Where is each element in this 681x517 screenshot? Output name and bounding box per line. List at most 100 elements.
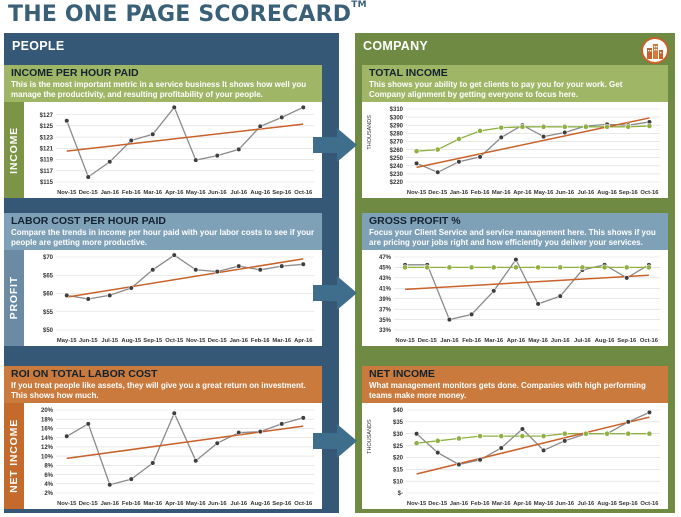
x-tick-label: Sep-16 xyxy=(272,501,292,507)
x-tick-label: Nov-15 xyxy=(407,501,427,507)
y-axis-label: THOUSANDS xyxy=(367,419,373,454)
data-point xyxy=(557,293,563,299)
y-tick-label: $290 xyxy=(390,123,404,129)
y-tick-label: 41% xyxy=(379,286,392,292)
x-tick-label: May-15 xyxy=(57,338,77,344)
x-tick-label: Nov-15 xyxy=(186,338,206,344)
x-tick-label: Jun-16 xyxy=(555,501,574,507)
y-tick-label: $270 xyxy=(390,140,404,146)
data-point xyxy=(171,104,177,110)
data-point xyxy=(446,264,453,271)
x-tick-label: Jul-16 xyxy=(578,190,596,196)
x-tick-label: Dec-15 xyxy=(428,190,448,196)
data-point xyxy=(490,264,497,271)
x-tick-label: Nov-15 xyxy=(407,190,427,196)
x-tick-label: Oct-15 xyxy=(165,338,184,344)
trend-line xyxy=(405,274,649,291)
y-tick-label: $60 xyxy=(43,292,54,298)
data-point xyxy=(413,160,420,166)
y-tick-label: $300 xyxy=(390,115,404,121)
x-tick-label: May-16 xyxy=(528,338,548,344)
data-point xyxy=(85,296,91,302)
x-tick-label: May-16 xyxy=(186,190,206,196)
x-tick-label: Mar-16 xyxy=(484,338,503,344)
x-tick-label: May-16 xyxy=(534,190,554,196)
y-tick-label: 12% xyxy=(41,445,54,451)
trend-line xyxy=(66,258,304,298)
data-point xyxy=(519,426,526,432)
x-tick-label: Jul-16 xyxy=(230,501,248,507)
y-tick-label: $30 xyxy=(393,432,404,438)
data-point xyxy=(625,419,631,425)
data-point xyxy=(477,127,483,134)
series-line xyxy=(416,125,650,152)
y-tick-label: $280 xyxy=(390,132,404,138)
data-point xyxy=(513,257,519,263)
y-tick-label: 33% xyxy=(379,328,392,334)
y-tick-label: $310 xyxy=(390,107,404,113)
y-tick-label: $35 xyxy=(393,420,404,426)
profit-side-label: PROFIT xyxy=(4,250,24,346)
labor-cost-header: LABOR COST PER HOUR PAID Compare the tre… xyxy=(4,213,322,250)
roi-labor-title: ROI ON TOTAL LABOR COST xyxy=(11,368,158,380)
data-point xyxy=(646,264,652,271)
data-point xyxy=(300,415,306,421)
total-income-chart: $220 $230 $240 $250 $260 $270 $280 $290 $300 $310… xyxy=(362,102,668,198)
x-tick-label: Aug-15 xyxy=(121,338,141,344)
data-point xyxy=(279,421,285,427)
x-tick-label: Sep-16 xyxy=(619,501,639,507)
arrow-right-icon xyxy=(313,128,357,162)
data-point xyxy=(646,430,653,437)
y-tick-label: 16% xyxy=(41,427,54,433)
net-income-title: NET INCOME xyxy=(369,368,435,380)
y-tick-label: 39% xyxy=(379,297,392,303)
x-tick-label: Oct-16 xyxy=(294,501,313,507)
x-tick-label: May-16 xyxy=(186,501,206,507)
data-point xyxy=(456,435,462,442)
y-tick-label: 43% xyxy=(379,276,392,282)
y-tick-label: 18% xyxy=(41,417,54,423)
x-tick-label: Dec-15 xyxy=(208,338,228,344)
total-income-title: TOTAL INCOME xyxy=(369,67,448,79)
y-tick-label: $65 xyxy=(43,273,54,279)
x-tick-label: Jun-16 xyxy=(208,501,227,507)
data-point xyxy=(561,123,568,130)
data-point xyxy=(236,263,242,269)
x-tick-label: Dec-15 xyxy=(418,338,438,344)
y-tick-label: $123 xyxy=(40,135,54,141)
income-per-hour-chart-svg: $115 $117 $119 $121 $123 $125 $127 Nov-15 Dec-15… xyxy=(40,104,314,196)
x-tick-label: Oct-16 xyxy=(640,501,659,507)
trend-line xyxy=(66,123,304,152)
data-point xyxy=(540,133,547,140)
y-tick-label: 4% xyxy=(44,482,53,488)
arrow-right-icon xyxy=(313,276,357,310)
y-tick-label: $10 xyxy=(393,479,404,485)
income-per-hour-title: INCOME PER HOUR PAID xyxy=(11,67,139,79)
roi-labor-description: If you treat people like assets, they wi… xyxy=(11,381,306,400)
x-tick-label: Aug-16 xyxy=(250,190,270,196)
data-point xyxy=(236,429,242,436)
data-point xyxy=(257,267,263,273)
roi-labor-chart: 2% 4% 6% 8% 10% 12% 14% 16% 18% 20% Nov-15 Dec-15 Ja… xyxy=(24,403,322,509)
data-point xyxy=(540,447,547,453)
x-tick-label: May-16 xyxy=(534,501,554,507)
data-point xyxy=(498,433,505,439)
data-point xyxy=(624,275,630,281)
data-point xyxy=(128,285,134,291)
data-point xyxy=(257,429,263,435)
gross-profit-chart-svg: 33% 35% 37% 39% 41% 43% 45% 47% Nov-15 Dec-15 Jan-… xyxy=(379,255,660,344)
y-tick-label: 14% xyxy=(41,436,54,442)
trend-line xyxy=(416,117,650,169)
x-tick-label: Apr-16 xyxy=(513,190,532,196)
data-point xyxy=(64,292,70,298)
data-point xyxy=(214,440,220,446)
data-point xyxy=(300,104,306,110)
y-tick-label: $260 xyxy=(390,148,404,154)
series-line xyxy=(405,258,650,321)
data-point xyxy=(128,476,134,482)
net-income-description: What management monitors gets done. Comp… xyxy=(369,381,646,400)
y-tick-label: 45% xyxy=(379,266,392,272)
y-tick-label: 47% xyxy=(379,255,392,261)
gross-profit-header: GROSS PROFIT % Focus your Client Service… xyxy=(362,213,668,250)
data-point xyxy=(64,433,70,439)
